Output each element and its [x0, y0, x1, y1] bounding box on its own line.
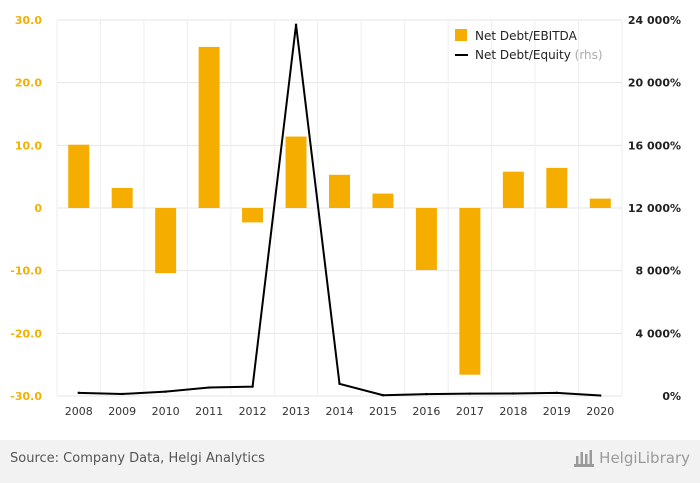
line-point-2017 [468, 392, 472, 395]
x-tick-label-10: 2018 [499, 405, 527, 418]
combo-chart: 30.0 20.0 10.0 0 -10.0 -20.0 -30.0 24 000% 20 00… [10, 14, 681, 418]
x-tick-label-5: 2013 [282, 405, 310, 418]
x-tick-label-11: 2019 [543, 405, 571, 418]
bar-2012 [242, 208, 264, 223]
x-tick-label-4: 2012 [239, 405, 267, 418]
bar-2011 [198, 46, 220, 208]
x-tick-label-7: 2015 [369, 405, 397, 418]
legend-label-line-suffix: (rhs) [575, 48, 603, 62]
right-tick-label-0: 24 000% [628, 14, 681, 27]
legend-label-bar: Net Debt/EBITDA [475, 29, 578, 43]
legend-swatch-bar [455, 29, 467, 41]
bar-2009 [111, 187, 133, 208]
bar-2014 [329, 174, 350, 208]
left-tick-label-3: 0 [34, 202, 42, 215]
bar-2010 [155, 208, 177, 274]
right-tick-label-3: 12 000% [628, 202, 681, 215]
right-tick-label-5: 4 000% [636, 327, 681, 340]
line-point-2015 [381, 394, 385, 397]
bar-2017 [459, 208, 481, 375]
left-tick-label-5: -20.0 [10, 327, 42, 340]
left-tick-label-6: -30.0 [10, 390, 42, 403]
line-point-2019 [555, 391, 559, 395]
bar-2019 [546, 167, 568, 208]
legend-label-line-name: Net Debt/Equity [475, 48, 571, 62]
logo-text: HelgiLibrary [599, 449, 690, 467]
x-tick-label-1: 2009 [108, 405, 136, 418]
bar-series [68, 46, 611, 375]
axes: 30.0 20.0 10.0 0 -10.0 -20.0 -30.0 24 000% 20 00… [10, 14, 681, 418]
line-point-2018 [512, 392, 515, 395]
bar-2008 [68, 144, 90, 208]
line-point-2020 [599, 394, 602, 397]
right-tick-label-6: 0% [662, 390, 681, 403]
bar-2016 [415, 208, 437, 271]
line-series [77, 23, 602, 397]
x-tick-label-8: 2016 [412, 405, 440, 418]
line-point-2012 [251, 385, 254, 388]
line-point-2013 [294, 23, 298, 26]
line-point-2008 [77, 391, 80, 395]
left-tick-label-1: 20.0 [15, 77, 42, 90]
line-point-2009 [120, 392, 124, 396]
x-tick-label-3: 2011 [195, 405, 223, 418]
line-point-2011 [207, 386, 211, 389]
line-point-2014 [338, 382, 341, 385]
right-tick-label-4: 8 000% [636, 265, 681, 278]
left-tick-label-4: -10.0 [10, 265, 42, 278]
bar-2020 [589, 198, 611, 208]
right-tick-label-2: 16 000% [628, 139, 681, 152]
footer: Source: Company Data, Helgi Analytics He… [0, 440, 700, 483]
line-point-2016 [425, 392, 428, 396]
x-tick-label-12: 2020 [586, 405, 614, 418]
x-tick-label-2: 2010 [152, 405, 180, 418]
left-tick-label-2: 10.0 [15, 139, 42, 152]
right-tick-label-1: 20 000% [628, 77, 681, 90]
x-tick-label-6: 2014 [326, 405, 354, 418]
helgi-library-logo: HelgiLibrary [573, 448, 690, 468]
source-note: Source: Company Data, Helgi Analytics [10, 451, 265, 466]
left-tick-label-0: 30.0 [15, 14, 42, 27]
x-tick-label-0: 2008 [65, 405, 93, 418]
x-tick-label-9: 2017 [456, 405, 484, 418]
bar-2015 [372, 193, 394, 208]
bar-2013 [285, 136, 307, 208]
legend-label-line: Net Debt/Equity (rhs) [475, 48, 603, 62]
line-point-2010 [164, 390, 167, 393]
bar-2018 [502, 171, 524, 208]
library-building-icon [574, 450, 595, 467]
legend: Net Debt/EBITDA Net Debt/Equity (rhs) [455, 29, 603, 62]
